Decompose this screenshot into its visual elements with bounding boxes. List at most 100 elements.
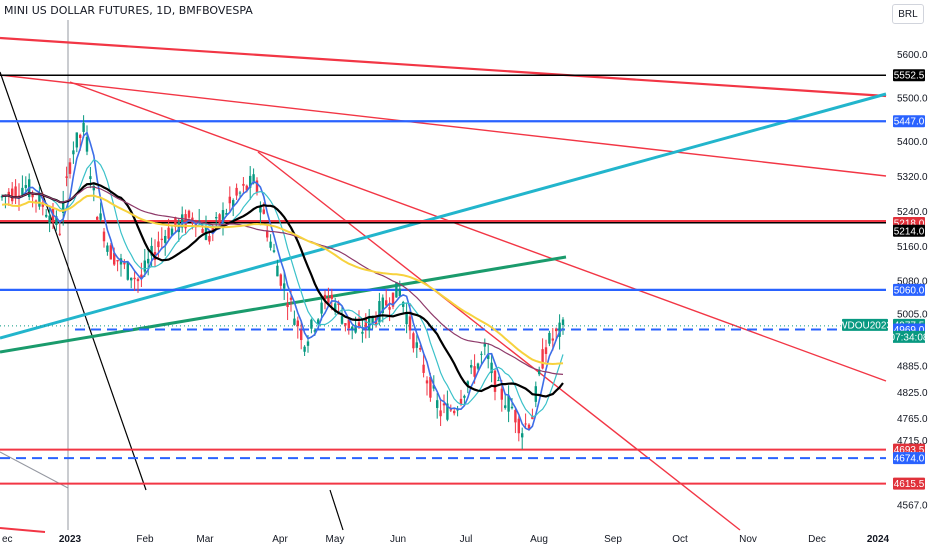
candle-body — [215, 217, 218, 219]
y-tick-label: 5160.0 — [897, 242, 928, 253]
moving-average-black — [1, 182, 564, 398]
candle-body — [351, 326, 354, 329]
x-tick-label: Mar — [196, 534, 214, 545]
candle-body — [235, 187, 238, 196]
y-tick-label: 4765.0 — [897, 414, 928, 425]
candle-body — [514, 409, 517, 423]
trendline-red-2 — [69, 81, 887, 382]
candle-body — [184, 214, 187, 229]
candle-body — [201, 228, 204, 233]
candle-body — [493, 370, 497, 392]
candle-body — [255, 180, 259, 193]
candle-body — [187, 210, 191, 218]
candle-body — [34, 200, 38, 202]
candle-body — [490, 362, 493, 374]
trendline-grey — [0, 451, 69, 489]
candle-body — [262, 209, 265, 214]
y-tick-label: 5500.0 — [897, 94, 928, 105]
candle-body — [364, 318, 367, 329]
candle-body — [412, 333, 415, 349]
candle-body — [381, 297, 384, 313]
candle-body — [68, 162, 72, 174]
price-tag-label: 4693.5 — [894, 445, 925, 456]
candle-body — [500, 388, 503, 400]
moving-average-purple — [1, 186, 564, 375]
candle-body — [11, 188, 14, 202]
candle-body — [289, 297, 293, 300]
candle-body — [510, 406, 514, 409]
price-tag-label: 4615.5 — [894, 479, 925, 490]
candle-body — [296, 320, 299, 327]
candle-body — [344, 323, 347, 326]
candle-body — [555, 328, 558, 332]
candle-body — [456, 409, 459, 411]
candle-body — [72, 150, 75, 155]
candle-body — [266, 230, 269, 238]
candle-body — [459, 398, 463, 404]
candle-body — [24, 185, 27, 188]
candle-body — [334, 303, 337, 312]
candle-body — [140, 274, 143, 279]
candle-body — [130, 277, 133, 281]
candle-body — [446, 403, 449, 420]
currency-button[interactable]: BRL — [892, 4, 924, 24]
candle-body — [272, 250, 276, 252]
ema-teal — [1, 158, 564, 418]
candle-body — [337, 303, 340, 306]
candle-body — [276, 265, 279, 277]
trendline-red-1 — [0, 74, 887, 177]
candle-body — [429, 377, 432, 398]
candle-body — [405, 312, 408, 325]
candle-body — [96, 216, 99, 220]
candle-body — [123, 262, 126, 265]
candle-body — [306, 341, 310, 346]
price-tag — [893, 283, 925, 296]
candle-body — [245, 185, 248, 191]
price-tag-label: 4969.0 — [894, 325, 925, 336]
y-tick-label: 5320.0 — [897, 172, 928, 183]
candle-body — [126, 262, 129, 280]
y-tick-label: 5005.0 — [897, 309, 928, 320]
candle-body — [62, 202, 65, 213]
candle-body — [521, 433, 524, 438]
candle-body — [102, 231, 106, 242]
candle-body — [242, 183, 245, 186]
x-tick-label: May — [326, 534, 345, 545]
trendline-red-bottom — [0, 527, 46, 533]
candle-body — [310, 319, 313, 329]
moving-average-green — [0, 255, 567, 354]
candle-body — [218, 214, 221, 223]
candle-body — [463, 395, 466, 398]
candle-body — [419, 348, 422, 350]
candle-body — [48, 215, 51, 224]
candle-body — [425, 380, 429, 384]
moving-average-yellow — [1, 194, 564, 366]
candle-body — [507, 395, 510, 412]
candle-body — [293, 318, 296, 325]
candle-body — [208, 235, 211, 242]
candle-body — [538, 369, 541, 375]
candle-body — [340, 316, 344, 324]
x-tick-label: Aug — [530, 534, 548, 545]
candle-body — [259, 205, 262, 213]
candle-body — [408, 316, 412, 331]
candle-body — [303, 346, 306, 352]
candle-body — [527, 424, 531, 429]
candle-body — [82, 122, 85, 132]
x-tick-label: Feb — [136, 534, 154, 545]
candle-body — [170, 228, 174, 236]
candle-body — [85, 137, 89, 152]
y-tick-label: 4885.0 — [897, 362, 928, 373]
trendline-cyan — [0, 92, 887, 340]
x-tick-label: Sep — [604, 534, 622, 545]
candle-body — [238, 192, 242, 194]
x-tick-label: Apr — [272, 534, 288, 545]
candle-body — [361, 331, 364, 334]
candle-body — [109, 245, 112, 260]
price-tag-label: 5060.0 — [894, 285, 925, 296]
chart-title: MINI US DOLLAR FUTURES, 1D, BMFBOVESPA — [4, 4, 253, 17]
candle-body — [279, 274, 282, 286]
candle-body — [497, 380, 500, 382]
